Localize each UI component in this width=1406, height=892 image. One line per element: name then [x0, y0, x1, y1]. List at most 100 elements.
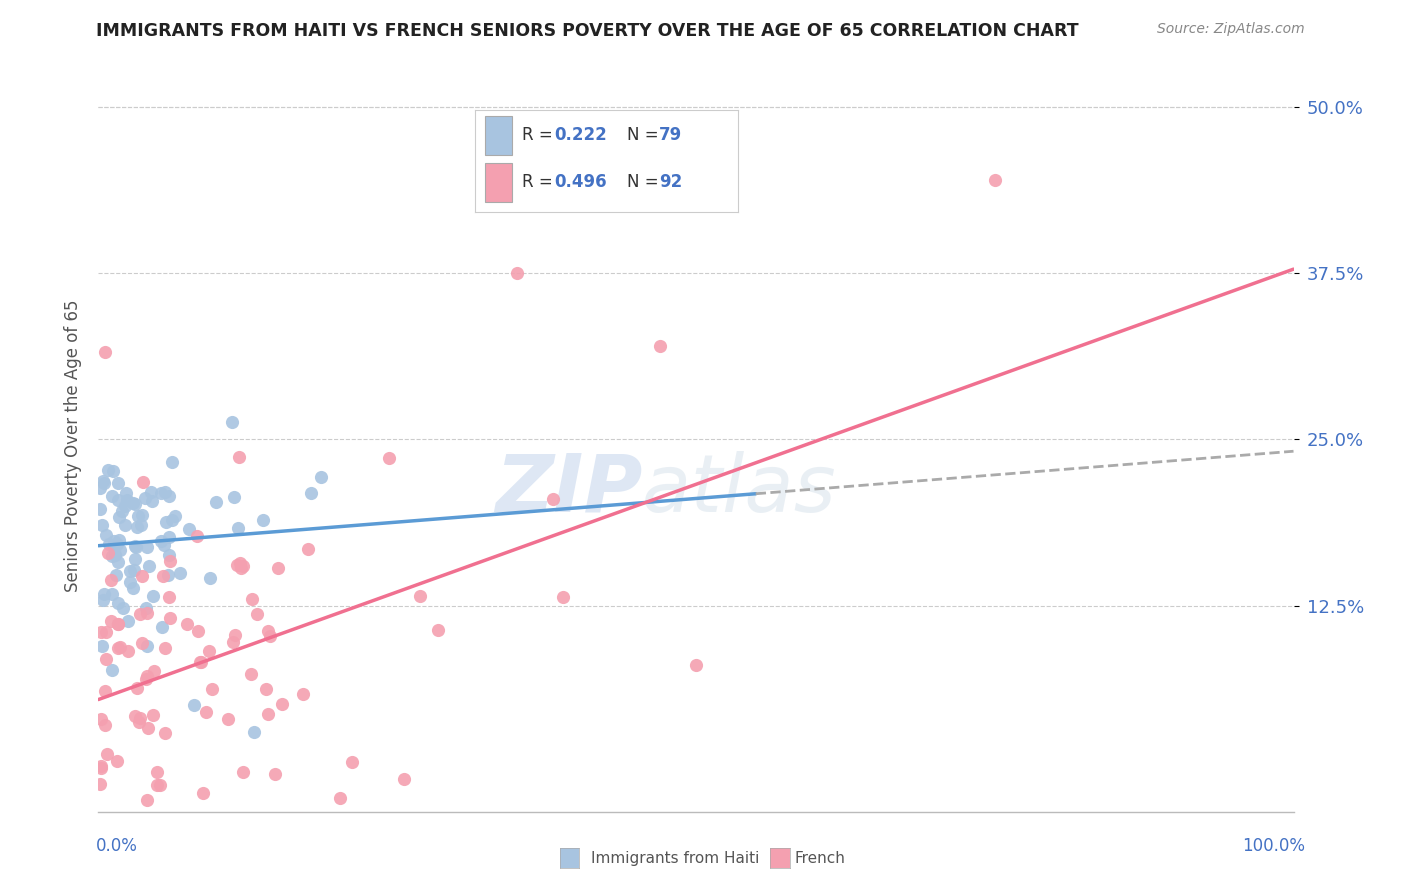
Point — [155, 515, 177, 529]
Point — [94, 345, 117, 359]
Text: 0.0%: 0.0% — [96, 837, 138, 855]
Point — [157, 490, 180, 504]
Point — [650, 339, 672, 353]
Point — [150, 534, 173, 549]
Point — [153, 726, 176, 740]
Point — [122, 581, 145, 595]
Point — [131, 508, 153, 522]
Point — [685, 658, 707, 673]
Point — [122, 496, 145, 510]
Point — [90, 625, 112, 640]
Point — [157, 531, 180, 545]
Point — [100, 614, 122, 628]
Point — [169, 566, 191, 581]
Point — [198, 571, 221, 585]
Point — [91, 474, 114, 488]
Point — [246, 607, 269, 622]
Point — [222, 490, 245, 504]
Point — [112, 600, 135, 615]
Point — [93, 587, 115, 601]
Text: ZIP: ZIP — [495, 450, 643, 529]
Point — [128, 711, 150, 725]
Point — [256, 624, 278, 639]
Point — [101, 587, 124, 601]
Point — [177, 522, 200, 536]
Point — [118, 574, 141, 589]
Point — [127, 508, 149, 523]
Point — [141, 485, 163, 500]
Point — [89, 502, 111, 516]
Point — [129, 517, 152, 532]
Point — [97, 546, 120, 560]
Point — [329, 791, 352, 805]
Point — [292, 687, 315, 701]
Point — [91, 593, 114, 607]
Point — [117, 614, 139, 628]
Point — [107, 555, 129, 569]
Point — [221, 635, 243, 649]
Point — [105, 754, 128, 768]
Text: atlas: atlas — [643, 450, 837, 529]
Point — [159, 554, 181, 568]
Point — [107, 640, 129, 655]
Point — [124, 539, 146, 553]
Point — [541, 492, 564, 507]
Point — [105, 537, 128, 551]
Text: Immigrants from Haiti: Immigrants from Haiti — [591, 851, 759, 865]
Point — [176, 616, 198, 631]
Point — [134, 491, 156, 506]
Text: IMMIGRANTS FROM HAITI VS FRENCH SENIORS POVERTY OVER THE AGE OF 65 CORRELATION C: IMMIGRANTS FROM HAITI VS FRENCH SENIORS … — [96, 22, 1078, 40]
Point — [103, 540, 125, 554]
Point — [252, 513, 274, 527]
Point — [984, 173, 1007, 187]
Point — [264, 766, 287, 780]
Point — [96, 747, 118, 762]
Point — [157, 568, 180, 582]
Point — [205, 495, 228, 509]
Point — [89, 758, 111, 772]
Point — [136, 793, 159, 807]
Point — [132, 475, 155, 489]
Point — [188, 656, 211, 670]
Point — [103, 464, 125, 478]
Point — [201, 681, 224, 696]
Point — [165, 509, 187, 524]
Point — [101, 489, 124, 503]
Point — [108, 510, 131, 524]
Point — [226, 521, 249, 535]
Point — [89, 481, 111, 495]
Point — [297, 541, 319, 556]
Point — [94, 684, 117, 698]
Point — [266, 560, 288, 574]
Point — [107, 596, 129, 610]
Point — [232, 765, 254, 780]
Point — [243, 725, 266, 739]
Point — [107, 493, 129, 508]
Point — [90, 517, 112, 532]
Point — [136, 640, 159, 654]
Point — [115, 493, 138, 508]
Point — [186, 624, 208, 639]
Point — [125, 681, 148, 695]
Point — [100, 663, 122, 677]
Point — [90, 761, 112, 775]
Text: French: French — [794, 851, 845, 865]
Point — [243, 818, 266, 832]
Point — [135, 606, 157, 620]
Point — [299, 486, 322, 500]
Point — [104, 548, 127, 562]
Point — [114, 499, 136, 513]
Point — [145, 765, 167, 780]
Point — [103, 534, 125, 549]
Point — [232, 559, 254, 574]
Point — [142, 664, 165, 678]
Point — [136, 669, 159, 683]
Point — [135, 601, 157, 615]
Point — [155, 640, 177, 655]
Point — [152, 569, 174, 583]
Point — [142, 707, 165, 722]
Point — [97, 537, 120, 551]
Point — [124, 709, 146, 723]
Point — [110, 542, 132, 557]
Point — [427, 624, 450, 638]
